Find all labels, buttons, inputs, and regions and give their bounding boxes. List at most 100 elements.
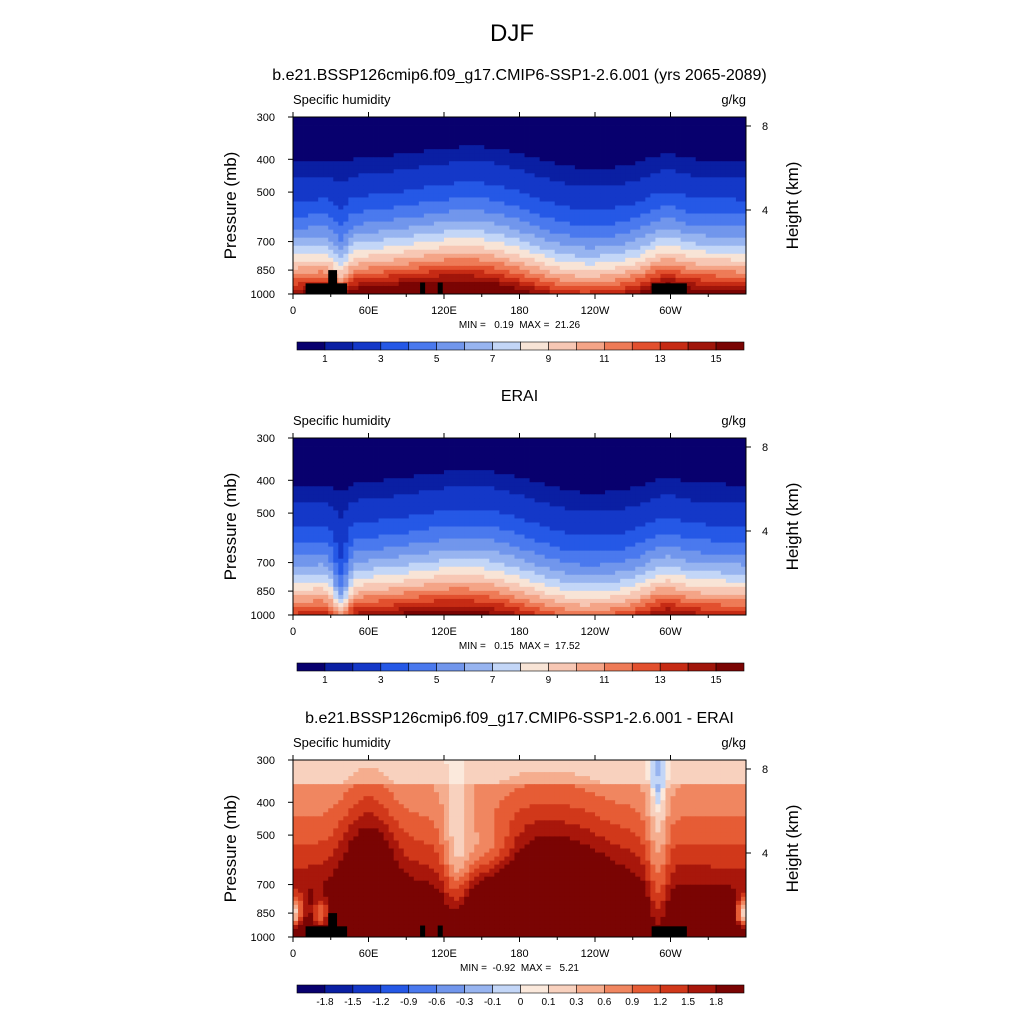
heatmap-cell	[549, 193, 556, 198]
heatmap-cell	[403, 185, 410, 190]
heatmap-cell	[584, 149, 591, 154]
heatmap-cell	[449, 161, 455, 166]
heatmap-cell	[695, 229, 702, 235]
heatmap-cell	[484, 289, 490, 295]
heatmap-cell	[680, 277, 686, 283]
heatmap-cell	[303, 133, 309, 138]
heatmap-cell	[464, 438, 470, 443]
heatmap-cell	[680, 161, 686, 166]
heatmap-cell	[323, 225, 329, 231]
heatmap-cell	[579, 442, 586, 447]
heatmap-cell	[579, 201, 586, 206]
heatmap-cell	[368, 458, 374, 463]
heatmap-cell	[308, 149, 314, 154]
heatmap-cell	[625, 165, 631, 170]
heatmap-cell	[509, 478, 515, 483]
heatmap-cell	[368, 221, 374, 227]
heatmap-cell	[388, 245, 395, 251]
heatmap-cell	[529, 277, 535, 283]
heatmap-cell	[403, 149, 410, 154]
heatmap-cell	[514, 245, 520, 251]
heatmap-cell	[388, 129, 395, 134]
heatmap-cell	[690, 217, 697, 222]
heatmap-cell	[569, 229, 576, 235]
heatmap-cell	[378, 478, 384, 483]
heatmap-cell	[489, 474, 495, 479]
heatmap-cell	[368, 145, 374, 150]
heatmap-cell	[680, 137, 686, 142]
heatmap-cell	[464, 273, 470, 279]
heatmap-cell	[318, 454, 324, 459]
heatmap-cell	[615, 273, 621, 279]
heatmap-cell	[413, 454, 420, 459]
heatmap-cell	[504, 289, 510, 295]
heatmap-cell	[539, 209, 546, 214]
heatmap-cell	[303, 261, 309, 267]
heatmap-cell	[660, 265, 666, 271]
topography-block	[651, 283, 687, 294]
heatmap-cell	[393, 221, 400, 227]
heatmap-cell	[564, 446, 571, 451]
heatmap-cell	[368, 185, 374, 190]
heatmap-cell	[559, 181, 566, 186]
heatmap-cell	[353, 462, 359, 467]
heatmap-cell	[298, 241, 304, 247]
heatmap-cell	[640, 249, 646, 255]
heatmap-cell	[328, 257, 334, 263]
heatmap-cell	[610, 233, 616, 239]
heatmap-cell	[539, 181, 546, 186]
heatmap-cell	[544, 121, 551, 126]
heatmap-cell	[690, 466, 697, 471]
heatmap-cell	[298, 173, 304, 178]
heatmap-cell	[328, 249, 334, 255]
heatmap-cell	[605, 454, 611, 459]
heatmap-cell	[579, 157, 586, 162]
heatmap-cell	[690, 249, 697, 255]
heatmap-cell	[529, 265, 535, 271]
heatmap-cell	[655, 249, 661, 255]
heatmap-cell	[710, 462, 717, 467]
heatmap-cell	[398, 281, 405, 287]
heatmap-cell	[559, 157, 566, 162]
heatmap-cell	[574, 273, 581, 279]
heatmap-cell	[690, 450, 697, 455]
heatmap-cell	[373, 458, 379, 463]
heatmap-cell	[298, 213, 304, 218]
heatmap-cell	[318, 201, 324, 206]
heatmap-cell	[640, 121, 646, 126]
heatmap-cell	[680, 470, 686, 475]
heatmap-cell	[645, 466, 651, 471]
heatmap-cell	[368, 157, 374, 162]
heatmap-cell	[645, 137, 651, 142]
heatmap-cell	[680, 221, 686, 227]
heatmap-cell	[680, 153, 686, 158]
heatmap-cell	[489, 117, 495, 122]
heatmap-cell	[343, 141, 349, 146]
heatmap-cell	[625, 173, 631, 178]
heatmap-cell	[454, 241, 460, 247]
heatmap-cell	[509, 165, 515, 170]
heatmap-cell	[589, 189, 596, 194]
heatmap-cell	[670, 257, 676, 263]
heatmap-cell	[484, 257, 490, 263]
heatmap-cell	[358, 137, 364, 142]
heatmap-cell	[378, 229, 384, 235]
heatmap-cell	[534, 245, 541, 251]
heatmap-cell	[378, 269, 384, 275]
heatmap-cell	[484, 245, 490, 251]
heatmap-cell	[489, 442, 495, 447]
heatmap-cell	[710, 233, 717, 239]
heatmap-cell	[459, 478, 465, 483]
heatmap-cell	[494, 181, 500, 186]
heatmap-cell	[524, 265, 530, 271]
heatmap-cell	[564, 269, 571, 275]
heatmap-cell	[428, 117, 435, 122]
heatmap-cell	[539, 129, 546, 134]
heatmap-cell	[519, 209, 525, 214]
heatmap-cell	[428, 189, 435, 194]
heatmap-cell	[383, 121, 390, 126]
heatmap-cell	[428, 289, 435, 295]
heatmap-cell	[559, 197, 566, 202]
heatmap-cell	[600, 273, 606, 279]
heatmap-cell	[293, 261, 299, 267]
